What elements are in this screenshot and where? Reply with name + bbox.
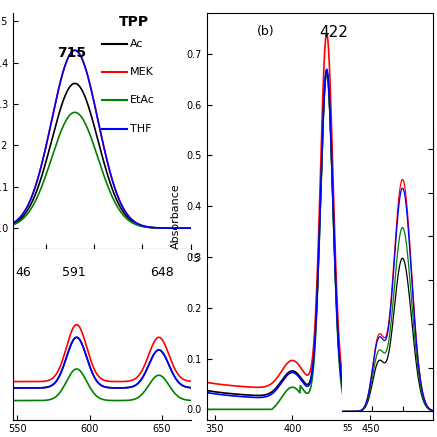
Text: 715: 715	[58, 46, 87, 60]
Text: MEK: MEK	[130, 67, 154, 77]
Text: Ac: Ac	[130, 39, 144, 49]
Text: EtAc: EtAc	[130, 95, 155, 105]
Text: TPP: TPP	[119, 15, 149, 29]
Text: 591: 591	[62, 266, 85, 279]
X-axis label: $\lambda$, nm: $\lambda$, nm	[85, 265, 118, 278]
Y-axis label: Absorbance: Absorbance	[171, 184, 181, 249]
Text: 422: 422	[319, 25, 348, 40]
Text: (b): (b)	[257, 25, 274, 38]
Text: 648: 648	[150, 266, 174, 279]
Text: 46: 46	[15, 266, 31, 279]
Text: THF: THF	[130, 124, 152, 134]
